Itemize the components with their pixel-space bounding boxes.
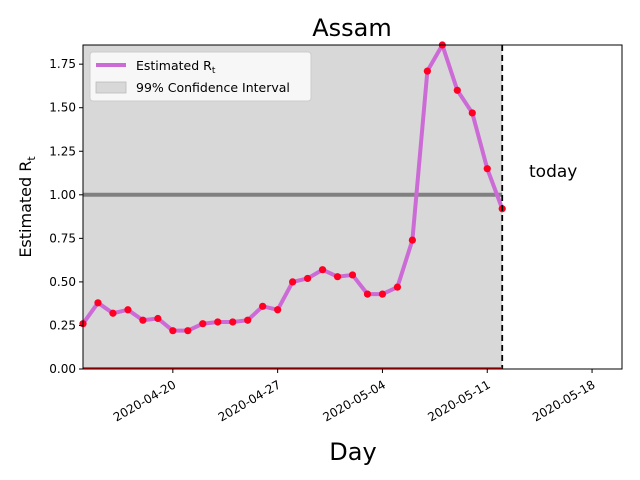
today-label: today [529, 162, 577, 182]
data-point-2020-04-30 [318, 266, 327, 274]
data-point-2020-05-09 [453, 86, 461, 94]
data-point-2020-04-21 [184, 327, 192, 335]
axes-frame [82, 44, 623, 370]
data-point-2020-04-25 [244, 316, 252, 324]
data-point-2020-04-18 [139, 316, 147, 324]
data-point-2020-05-03 [363, 290, 372, 298]
data-point-2020-04-16 [109, 309, 117, 317]
data-point-2020-05-02 [348, 271, 357, 279]
y-axis-label-main: Estimated R [16, 161, 35, 258]
y-tick-label-0.25: 0.25 [49, 318, 76, 332]
data-point-2020-04-15 [94, 299, 102, 307]
data-point-2020-04-17 [124, 306, 132, 314]
data-point-2020-04-28 [289, 278, 297, 286]
data-point-2020-04-19 [154, 314, 162, 323]
data-point-2020-04-26 [259, 302, 267, 310]
data-point-2020-05-10 [468, 109, 476, 117]
data-point-2020-04-29 [303, 274, 312, 283]
y-tick-label-1.75: 1.75 [49, 57, 76, 71]
data-point-2020-05-04 [378, 290, 387, 298]
legend-estimated-rt-label: Estimated Rt [136, 58, 216, 76]
y-axis-label-subscript: t [25, 156, 38, 161]
x-axis-label: Day [329, 438, 376, 466]
data-point-2020-05-11 [483, 165, 491, 173]
data-point-2020-04-27 [274, 306, 282, 314]
legend-box [89, 51, 312, 102]
data-point-2020-05-05 [393, 283, 402, 291]
data-point-2020-04-22 [199, 320, 207, 328]
y-tick-label-1.50: 1.50 [49, 101, 76, 115]
data-point-2020-05-06 [408, 236, 416, 244]
data-point-2020-04-24 [229, 318, 237, 326]
chart-title: Assam [312, 14, 392, 42]
y-tick-label-1.00: 1.00 [49, 188, 76, 202]
y-tick-label-1.25: 1.25 [49, 144, 76, 158]
y-axis-label: Estimated Rt [16, 156, 38, 258]
legend: Estimated Rt 99% Confidence Interval [89, 51, 312, 102]
data-point-2020-04-23 [214, 318, 222, 326]
y-tick-label-0.00: 0.00 [49, 362, 76, 376]
legend-estimated-rt-subscript: t [212, 66, 216, 76]
data-point-2020-05-01 [333, 273, 342, 281]
legend-ci-swatch [95, 81, 127, 94]
y-tick-label-0.75: 0.75 [49, 231, 76, 245]
legend-estimated-rt-main: Estimated R [136, 58, 212, 73]
y-tick-label-0.50: 0.50 [49, 275, 76, 289]
legend-ci-label: 99% Confidence Interval [136, 80, 290, 95]
data-point-2020-05-07 [423, 67, 431, 75]
data-point-2020-04-20 [169, 327, 177, 335]
